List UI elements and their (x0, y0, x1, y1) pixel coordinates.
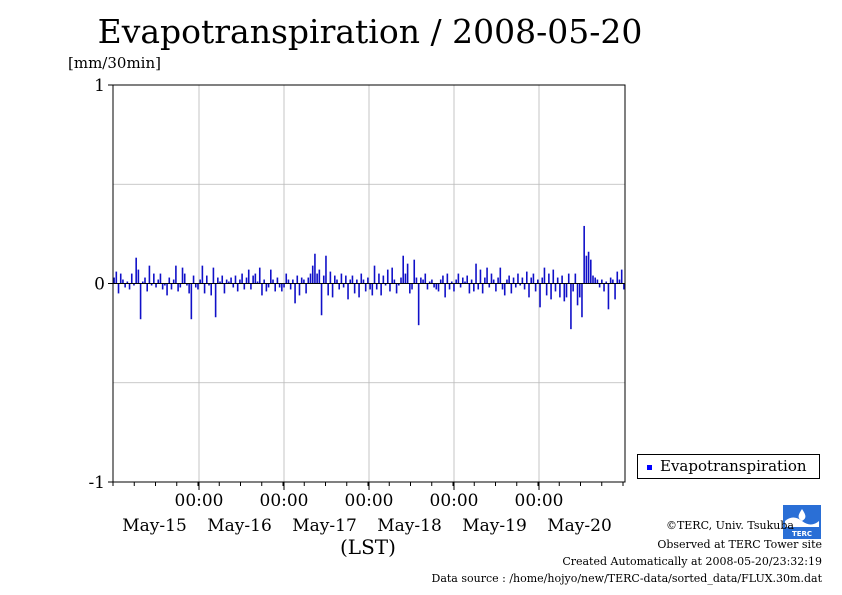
terc-logo-icon: TERC (783, 505, 821, 539)
date-tick-label: May-15 (122, 516, 187, 536)
date-tick-label: May-19 (462, 516, 527, 536)
chart-title: Evapotranspiration / 2008-05-20 (97, 12, 643, 51)
footer-observed: Observed at TERC Tower site (657, 538, 822, 551)
legend: Evapotranspiration (637, 454, 820, 479)
evapotranspiration-series (113, 225, 625, 330)
y-tick-label: 0 (94, 275, 105, 295)
date-tick-label: May-20 (547, 516, 612, 536)
time-tick-label: 00:00 (260, 491, 309, 511)
axis-ticks: 1 0 -1 00:00 00:00 00:00 00:00 00:00 May-15 May-1… (88, 76, 624, 536)
footer-created: Created Automatically at 2008-05-20/23:3… (562, 555, 822, 568)
footer-source: Data source : /home/hojyo/new/TERC-data/… (431, 572, 823, 585)
y-tick-label: -1 (88, 473, 105, 493)
date-tick-label: May-17 (292, 516, 357, 536)
y-tick-label: 1 (94, 76, 105, 96)
time-tick-label: 00:00 (515, 491, 564, 511)
x-axis-label: (LST) (340, 535, 396, 559)
date-tick-label: May-16 (207, 516, 272, 536)
time-tick-label: 00:00 (430, 491, 479, 511)
footer-copyright: ©TERC, Univ. Tsukuba (665, 519, 794, 532)
legend-swatch (647, 464, 652, 470)
date-tick-label: May-18 (377, 516, 442, 536)
logo-text: TERC (792, 530, 812, 538)
time-tick-label: 00:00 (345, 491, 394, 511)
legend-label: Evapotranspiration (660, 457, 807, 475)
y-axis-unit: [mm/30min] (68, 54, 161, 72)
time-tick-label: 00:00 (175, 491, 224, 511)
